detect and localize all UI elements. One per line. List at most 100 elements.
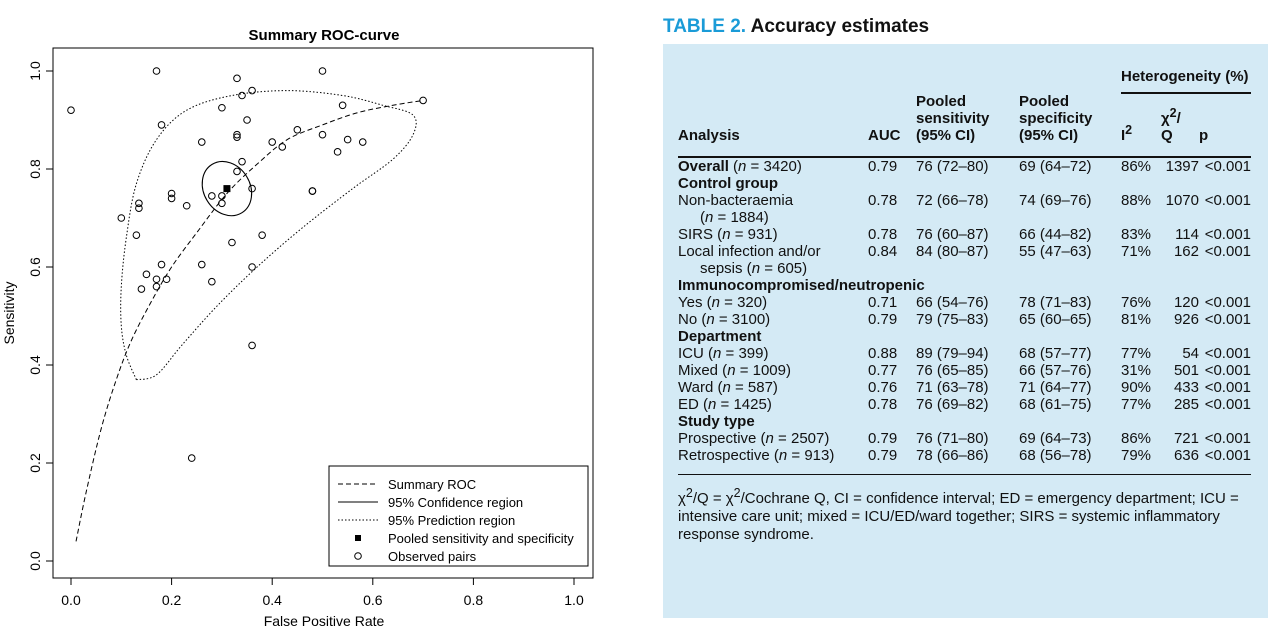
specificity-cell: 66 (44–82) <box>1019 226 1092 243</box>
observed-point <box>248 184 256 193</box>
specificity-cell: 71 (64–77) <box>1019 379 1092 396</box>
auc-cell: 0.78 <box>868 192 898 209</box>
observed-point <box>152 67 161 75</box>
specificity-cell: 65 (60–65) <box>1019 311 1092 328</box>
row-label: Local infection and/or sepsis (n = 605) <box>678 243 821 277</box>
y-tick-label: 0.0 <box>27 551 43 571</box>
specificity-cell: 69 (64–73) <box>1019 430 1092 447</box>
auc-cell: 0.76 <box>868 379 898 396</box>
i2-cell: 77% <box>1121 345 1152 362</box>
section-row: Control group <box>678 175 1251 192</box>
x-tick-label: 0.8 <box>464 592 484 608</box>
y-tick-label: 0.2 <box>27 453 43 473</box>
table-row: ED (n = 1425) 0.78 76 (69–82) 68 (61–75) 77%… <box>678 396 1251 413</box>
i2-cell: 76% <box>1121 294 1152 311</box>
auc-cell: 0.79 <box>868 447 898 464</box>
observed-point <box>419 96 427 105</box>
legend-label: Pooled sensitivity and specificity <box>388 531 574 546</box>
observed-point <box>167 194 176 203</box>
section-label: Department <box>678 328 762 345</box>
auc-cell: 0.71 <box>868 294 898 311</box>
sensitivity-cell: 76 (69–82) <box>916 396 989 413</box>
col-p: p <box>1199 93 1251 158</box>
heterogeneity-header: Heterogeneity (%) <box>1121 68 1251 94</box>
observed-point <box>293 126 302 134</box>
summary-roc-curve <box>75 99 424 542</box>
observed-point <box>333 148 342 156</box>
row-label: ED (n = 1425) <box>678 396 772 413</box>
specificity-cell: 74 (69–76) <box>1019 192 1092 209</box>
table-panel: Heterogeneity (%) Analysis AUC Pooled sen… <box>663 44 1268 618</box>
x-tick-label: 0.4 <box>262 592 282 608</box>
x-axis-label: False Positive Rate <box>264 613 385 629</box>
pooled-point <box>223 185 231 193</box>
observed-point <box>318 130 327 139</box>
observed-point <box>135 204 143 212</box>
table-row: Ward (n = 587) 0.76 71 (63–78) 71 (64–77) 90… <box>678 379 1251 396</box>
legend: Summary ROC 95% Confidence region 95% Pred… <box>328 465 589 567</box>
legend-box <box>328 465 589 567</box>
row-label: Overall (n = 3420) <box>678 158 802 175</box>
legend-marker <box>355 535 361 541</box>
x-axis: 0.0 0.2 0.4 0.6 0.8 1.0 <box>61 578 584 608</box>
chi-q-cell: 433 <box>1173 379 1199 396</box>
legend-label: 95% Prediction region <box>388 513 515 528</box>
table-footnote: χ2/Q = χ2/Cochrane Q, CI = confidence in… <box>678 474 1251 544</box>
row-label: Yes (n = 320) <box>678 294 768 311</box>
specificity-cell: 69 (64–72) <box>1019 158 1092 175</box>
y-tick-label: 0.4 <box>27 355 43 375</box>
table-row: ICU (n = 399) 0.88 89 (79–94) 68 (57–77) 77%… <box>678 345 1251 362</box>
observed-point <box>142 270 151 279</box>
chi-q-cell: 501 <box>1173 362 1199 379</box>
row-label: Non-bacteraemia (n = 1884) <box>678 192 794 226</box>
observed-point <box>197 138 206 146</box>
i2-cell: 81% <box>1121 311 1152 328</box>
observed-point <box>318 67 327 75</box>
auc-cell: 0.77 <box>868 362 898 379</box>
observed-point <box>233 130 241 139</box>
i2-cell: 88% <box>1121 192 1152 209</box>
observed-point <box>238 91 246 100</box>
legend-label: 95% Confidence region <box>388 495 523 510</box>
accuracy-table: Heterogeneity (%) Analysis AUC Pooled sen… <box>678 68 1251 464</box>
legend-label: Summary ROC <box>388 477 476 492</box>
observed-point <box>135 199 143 208</box>
auc-cell: 0.79 <box>868 311 898 328</box>
chart-title: Summary ROC-curve <box>249 27 400 44</box>
legend-label: Observed pairs <box>388 549 477 564</box>
observed-point <box>167 189 176 198</box>
p-cell: <0.001 <box>1204 362 1251 379</box>
p-cell: <0.001 <box>1204 396 1251 413</box>
i2-cell: 71% <box>1121 243 1152 260</box>
row-label: Mixed (n = 1009) <box>678 362 791 379</box>
col-i2: I2 <box>1121 93 1161 158</box>
sensitivity-cell: 79 (75–83) <box>916 311 989 328</box>
section-row: Immunocompromised/neutropenic <box>678 277 1251 294</box>
observed-point <box>137 285 146 293</box>
p-cell: <0.001 <box>1204 430 1251 447</box>
col-chi-q: χ2/Q <box>1161 93 1199 158</box>
section-label: Study type <box>678 413 755 430</box>
row-label: Prospective (n = 2507) <box>678 430 830 447</box>
chi-q-cell: 721 <box>1173 430 1199 447</box>
observed-point <box>248 341 256 350</box>
i2-cell: 79% <box>1121 447 1152 464</box>
observed-point <box>157 121 166 129</box>
col-analysis: Analysis <box>678 93 868 158</box>
sensitivity-cell: 76 (72–80) <box>916 158 989 175</box>
observed-point <box>117 214 126 222</box>
observed-point <box>152 275 161 284</box>
observed-point <box>248 86 256 95</box>
observed-point <box>182 201 191 210</box>
x-tick-label: 1.0 <box>564 592 584 608</box>
i2-cell: 90% <box>1121 379 1152 396</box>
confidence-region <box>201 160 253 217</box>
observed-point <box>278 143 287 151</box>
observed-point <box>218 192 226 200</box>
p-cell: <0.001 <box>1204 243 1251 260</box>
specificity-cell: 68 (57–77) <box>1019 345 1092 362</box>
y-axis-label: Sensitivity <box>1 281 17 344</box>
section-label: Control group <box>678 175 778 192</box>
observed-point <box>248 263 256 271</box>
observed-point <box>233 74 241 83</box>
